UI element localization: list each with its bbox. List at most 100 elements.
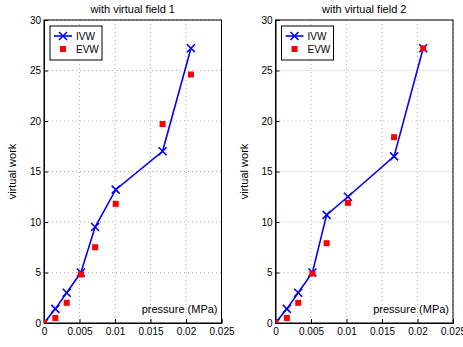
marker [113,201,119,207]
tick-label: 25 [261,65,273,76]
plot-area [44,44,195,323]
legend-marker [59,32,67,40]
marker [276,319,280,323]
tick-label: 5 [35,267,41,278]
axis-line [276,21,280,324]
marker [308,269,316,277]
tick-label: 30 [30,15,42,26]
tick: 0.005 [299,319,324,337]
x-axis-label: pressure (MPa) [373,303,449,315]
tick-mark [418,319,419,323]
marker [44,320,47,323]
tick: 25 [261,65,279,76]
grid-line-y [44,70,222,71]
tick-mark [276,172,280,173]
tick-mark [151,319,152,323]
tick-label: 10 [30,217,42,228]
tick: 0.02 [408,319,428,337]
tick-label: 20 [261,116,273,127]
tick-label: 0.005 [299,326,324,337]
marker [323,211,331,219]
marker [284,315,290,321]
marker [276,320,279,323]
tick: 0.01 [337,319,357,337]
plot-frame [276,20,454,323]
marker [344,193,352,201]
tick: 10 [261,217,279,228]
marker [420,45,426,51]
tick: 5 [35,267,48,278]
tick-label: 0 [273,326,279,337]
grid-line-x [150,20,151,323]
tick-mark [186,319,187,323]
marker [283,305,291,313]
tick-label: 0.02 [177,326,197,337]
marker [78,272,84,278]
tick: 5 [267,267,280,278]
axis-line [45,21,49,324]
marker [112,186,120,194]
tick: 20 [261,116,279,127]
marker [187,44,195,52]
tick: 10 [30,217,48,228]
tick: 0 [273,319,279,337]
tick-label: 0.01 [106,326,126,337]
panel: 00.0050.010.0150.020.025051015202530with… [238,3,463,337]
grid-line-y [44,222,222,223]
tick-mark [276,121,280,122]
grid-line-x [346,20,347,323]
tick: 0.02 [177,319,197,337]
y-axis: 051015202530 [261,15,279,329]
grid-line-y [276,222,454,223]
tick-label: 0.02 [408,326,428,337]
legend-label: IVW [76,31,95,42]
marker [345,200,351,206]
legend-label: IVW [308,31,327,42]
plot-area [276,44,428,323]
tick-label: 20 [30,116,42,127]
series-line [276,48,424,323]
x-axis-label: pressure (MPa) [142,303,218,315]
tick-label: 0.025 [441,326,463,337]
marker [188,72,194,78]
marker [294,289,302,297]
marker [52,315,58,321]
marker [64,300,70,306]
tick: 0.005 [67,319,92,337]
y-axis-label: virtual work [238,143,250,199]
legend-box [282,26,334,60]
tick-label: 0.015 [138,326,163,337]
tick-label: 0 [42,326,48,337]
tick: 0.01 [106,319,126,337]
tick-label: 0.025 [209,326,234,337]
tick-mark [311,319,312,323]
tick: 15 [30,166,48,177]
tick: 25 [30,65,48,76]
tick-mark [44,172,48,173]
chart-title: with virtual field 1 [90,3,175,15]
marker [63,289,71,297]
grid [276,20,454,323]
tick-label: 0 [35,318,41,329]
tick: 0.015 [138,319,163,337]
y-axis-label: virtual work [6,143,18,199]
legend-marker [292,46,298,52]
marker [391,134,397,140]
tick: 0 [42,319,48,337]
series-line [44,48,191,323]
marker [324,240,330,246]
marker [159,147,167,155]
grid-line-x [79,20,80,323]
grid-line-y [276,171,454,172]
tick-label: 0.01 [337,326,357,337]
tick-label: 10 [261,217,273,228]
marker [92,244,98,250]
marker [91,223,99,231]
legend-label: EVW [308,44,331,55]
plot-frame [44,20,222,323]
x-axis: 0 0.005 0.01 0.015 0.02 0.025 [42,319,235,337]
grid-line-y [44,171,222,172]
grid-line-y [276,70,454,71]
tick: 20 [30,116,48,127]
grid [44,20,222,323]
